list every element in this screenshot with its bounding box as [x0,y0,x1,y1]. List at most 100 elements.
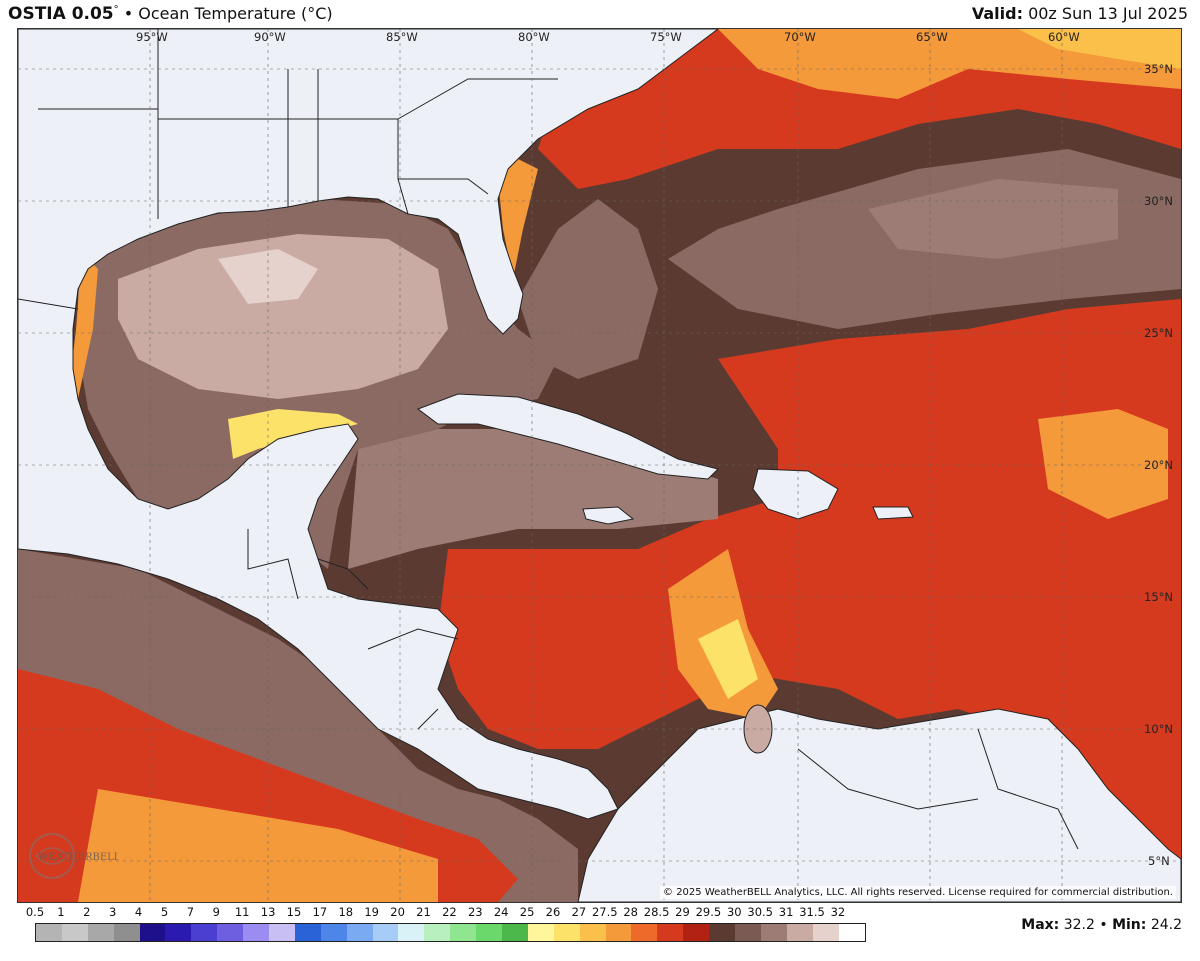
legend-tick-label: 30 [726,905,742,919]
legend-swatch [372,924,399,941]
min-label: Min: [1112,917,1147,933]
map-title: OSTIA 0.05° • Ocean Temperature (°C) [8,4,333,24]
legend-tick-label: 26 [545,905,561,919]
legend-tick-label: 31 [778,905,794,919]
legend-swatch [191,924,218,941]
legend-swatch [502,924,528,941]
degree-symbol: ° [113,4,119,16]
legend-swatch [709,924,736,941]
legend-tick-label: 18 [338,905,354,919]
legend-swatch [320,924,347,941]
lon-label: 80°W [518,30,550,44]
legend-swatch [527,924,554,941]
lat-label: 20°N [1144,458,1173,472]
legend-swatch [579,924,606,941]
legend-tick-label: 13 [260,905,276,919]
legend-tick-label: 25 [519,905,535,919]
valid-label: Valid: [971,4,1023,23]
lon-label: 60°W [1048,30,1080,44]
color-legend [35,923,866,942]
legend-tick-label: 24 [493,905,509,919]
lat-label: 10°N [1144,722,1173,736]
legend-swatch [294,924,321,941]
legend-tick-label: 2 [83,905,91,919]
lat-label: 30°N [1144,194,1173,208]
lon-label: 70°W [784,30,816,44]
legend-tick-label: 23 [467,905,483,919]
max-min-readout: Max: 32.2 • Min: 24.2 [1021,917,1182,933]
legend-swatch [87,924,114,941]
copyright-notice: © 2025 WeatherBELL Analytics, LLC. All r… [660,886,1176,899]
legend-swatch [36,924,62,941]
legend-swatch [243,924,270,941]
legend-tick-label: 9 [212,905,220,919]
max-value: 32.2 [1063,917,1095,933]
legend-tick-label: 32 [830,905,846,919]
legend-swatch [61,924,88,941]
legend-swatch [553,924,580,941]
legend-tick-label: 28 [623,905,639,919]
sst-caribbean-yellow [698,619,758,699]
sst-texas-coast-hot [68,259,98,409]
header-bar: OSTIA 0.05° • Ocean Temperature (°C) Val… [0,0,1200,28]
valid-time: Valid: 00z Sun 13 Jul 2025 [972,4,1188,23]
legend-swatch [165,924,192,941]
sst-gulf-light [118,234,448,399]
legend-swatch [735,924,761,941]
sst-caribbean-red [438,549,738,749]
sst-map: 95°W 90°W 85°W 80°W 75°W 70°W 65°W 60°W … [17,28,1182,903]
separator-dot: • [1099,917,1108,933]
lon-label: 75°W [650,30,682,44]
min-value: 24.2 [1150,917,1182,933]
legend-tick-label: 19 [364,905,380,919]
variable-label: • Ocean Temperature (°C) [118,4,333,23]
legend-tick-label: 1 [57,905,65,919]
sst-pacific-orange [78,789,438,902]
land-hispaniola [752,468,839,520]
legend-swatch [657,924,684,941]
land-jamaica [582,506,635,525]
valid-value: 00z Sun 13 Jul 2025 [1022,4,1188,23]
land-north-america [18,29,719,820]
land-puerto-rico [872,506,914,520]
product-name: OSTIA 0.05 [8,4,114,24]
land-cuba [416,393,719,480]
sst-bahamas-mid [518,199,658,379]
legend-swatch [398,924,425,941]
sst-warm-patch [1038,409,1168,519]
lake-maracaibo [743,704,773,754]
legend-tick-label: 3 [109,905,117,919]
legend-swatch [113,924,140,941]
map-canvas: 95°W 90°W 85°W 80°W 75°W 70°W 65°W 60°W … [18,29,1181,902]
graticule [18,29,1181,902]
legend-tick-label: 29 [675,905,690,919]
legend-swatch [683,924,710,941]
legend-labels: 0.5 1 2 3 4 5 7 9 11 13 15 17 18 19 20 21 22 23 24 25 26 27 27… [0,905,1000,921]
legend-swatch [786,924,813,941]
legend-swatch [450,924,477,941]
legend-tick-label: 17 [312,905,328,919]
legend-tick-label: 22 [442,905,457,919]
legend-tick-label: 5 [160,905,169,919]
sst-atlantic-light [868,179,1118,259]
legend-tick-label: 28.5 [643,905,670,919]
legend-swatch [346,924,373,941]
legend-tick-label: 27.5 [591,905,618,919]
lat-label: 15°N [1144,590,1173,604]
legend-tick-label: 15 [286,905,302,919]
legend-tick-label: 29.5 [695,905,722,919]
lon-label: 85°W [386,30,418,44]
lon-label: 90°W [254,30,286,44]
legend-tick-label: 7 [186,905,195,919]
legend-swatch [812,924,839,941]
svg-text:WEATHERBELL: WEATHERBELL [38,852,118,863]
sst-campeche-hot [228,409,358,459]
land-south-america [577,708,1181,902]
legend-swatch [760,924,787,941]
sst-north-yellow [1018,29,1181,69]
legend-swatch [424,924,451,941]
legend-tick-label: 31.5 [799,905,825,919]
legend-tick-label: 4 [134,905,143,919]
legend-swatch [838,924,865,941]
legend-swatch [217,924,244,941]
